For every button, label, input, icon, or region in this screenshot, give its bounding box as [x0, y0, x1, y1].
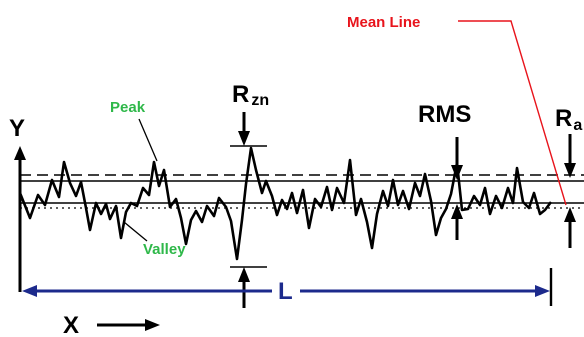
rms-indicator [451, 137, 463, 240]
x-axis-label: X [63, 312, 79, 337]
length-dimension [22, 268, 553, 306]
y-axis [14, 146, 26, 292]
mean-line-leader [458, 20, 567, 206]
ra-label: Ra [555, 105, 582, 134]
x-axis-arrow [97, 319, 160, 331]
ra-indicator [564, 134, 576, 248]
peak-label: Peak [110, 99, 146, 116]
mean-line-label: Mean Line [347, 14, 420, 31]
rzn-indicator [230, 112, 267, 308]
y-axis-label: Y [9, 115, 25, 142]
surface-profile [18, 146, 553, 261]
rms-label: RMS [418, 101, 471, 128]
valley-leader [123, 221, 148, 242]
peak-leader [138, 118, 158, 162]
y-axis-arrowhead [14, 146, 26, 160]
length-label: L [278, 278, 293, 305]
valley-label: Valley [143, 241, 186, 258]
